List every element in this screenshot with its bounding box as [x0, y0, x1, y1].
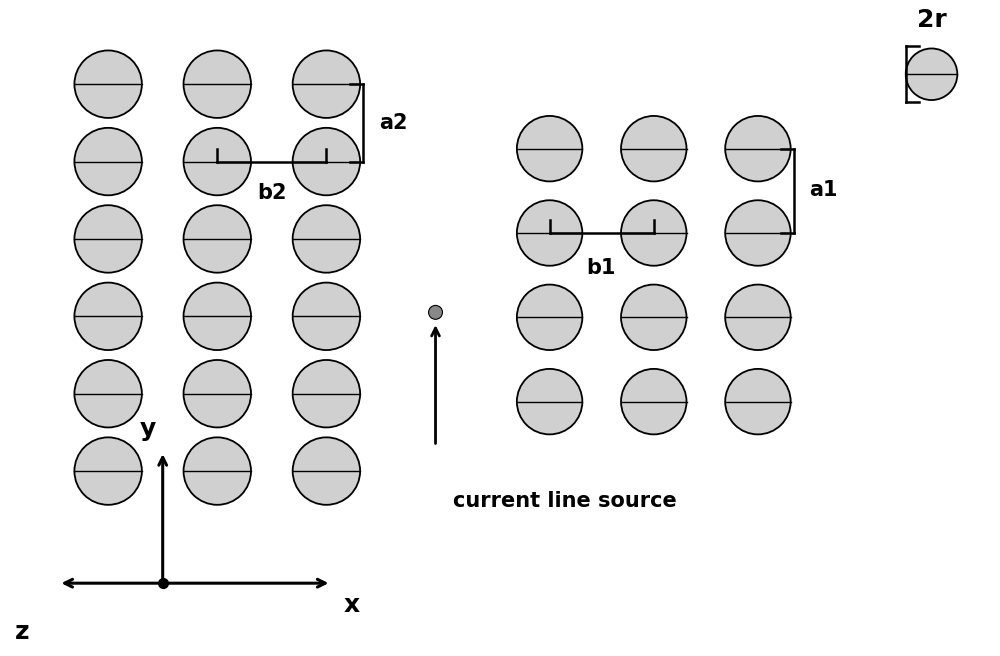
Text: a1: a1 [810, 180, 838, 200]
Circle shape [621, 116, 687, 182]
Text: b1: b1 [586, 258, 616, 277]
Circle shape [74, 205, 142, 273]
Circle shape [74, 438, 142, 505]
Circle shape [184, 51, 251, 118]
Circle shape [517, 285, 582, 350]
Circle shape [429, 306, 442, 319]
Circle shape [725, 200, 791, 266]
Text: z: z [15, 620, 29, 644]
Circle shape [293, 360, 360, 428]
Text: b2: b2 [257, 184, 287, 203]
Circle shape [293, 128, 360, 195]
Text: current line source: current line source [453, 491, 676, 511]
Circle shape [293, 205, 360, 273]
Circle shape [621, 200, 687, 266]
Circle shape [517, 200, 582, 266]
Circle shape [74, 51, 142, 118]
Circle shape [906, 49, 957, 100]
Circle shape [725, 369, 791, 434]
Circle shape [184, 205, 251, 273]
Circle shape [517, 116, 582, 182]
Circle shape [293, 438, 360, 505]
Circle shape [74, 360, 142, 428]
Text: x: x [343, 593, 359, 617]
Text: 2r: 2r [917, 8, 946, 31]
Circle shape [725, 285, 791, 350]
Circle shape [293, 51, 360, 118]
Circle shape [621, 369, 687, 434]
Circle shape [293, 283, 360, 350]
Text: y: y [140, 417, 156, 441]
Circle shape [184, 438, 251, 505]
Circle shape [621, 285, 687, 350]
Text: a2: a2 [379, 113, 407, 133]
Circle shape [184, 283, 251, 350]
Circle shape [74, 128, 142, 195]
Circle shape [74, 283, 142, 350]
Circle shape [517, 369, 582, 434]
Circle shape [184, 128, 251, 195]
Circle shape [184, 360, 251, 428]
Circle shape [725, 116, 791, 182]
